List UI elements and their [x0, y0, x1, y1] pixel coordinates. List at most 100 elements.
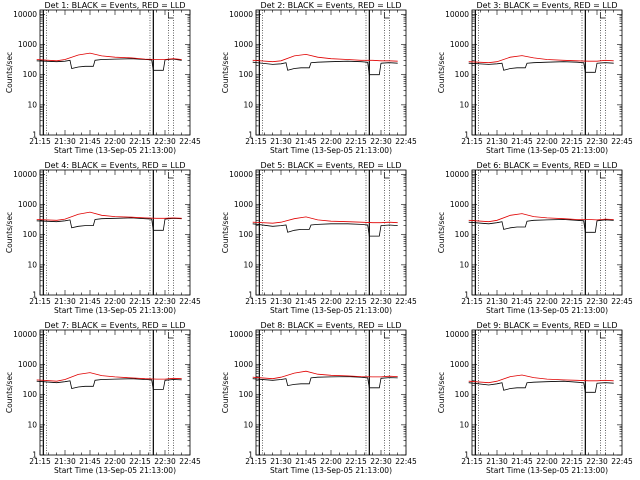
x-axis-label-6: Start Time (13-Sep-05 21:13:00) — [486, 306, 608, 315]
lld-series-line-3 — [468, 55, 614, 64]
y-tick-label: 1000 — [450, 40, 469, 49]
y-tick-label: 1 — [464, 451, 469, 460]
y-tick-label: 10 — [459, 260, 469, 269]
x-tick-label: 22:15 — [345, 297, 367, 306]
x-tick-label: 22:00 — [320, 297, 342, 306]
x-tick-label: 22:45 — [395, 297, 417, 306]
y-tick-label: 1000 — [450, 200, 469, 209]
interval-bracket-mark — [383, 12, 390, 19]
interval-bracket-mark — [383, 332, 390, 339]
events-series-line-3 — [468, 61, 614, 73]
detector-panel-6: 1 10 100 1000 10000 21:15 21:30 21:45 22:00 22:15… — [437, 161, 633, 315]
x-tick-label: 21:30 — [270, 457, 292, 466]
y-tick-label: 10000 — [445, 10, 469, 19]
x-tick-label: 22:00 — [104, 297, 126, 306]
interval-bracket-mark — [167, 172, 174, 179]
y-tick-label: 10000 — [229, 10, 253, 19]
lld-series-line-5 — [252, 216, 398, 224]
y-tick-label: 1000 — [234, 360, 253, 369]
y-axis-label-7: Counts/sec — [5, 372, 14, 413]
detector-panel-1: 1 10 100 1000 10000 21:15 21:30 21:45 22:00 22:15… — [5, 1, 201, 155]
y-tick-label: 10000 — [13, 330, 37, 339]
y-tick-label: 1000 — [450, 360, 469, 369]
y-axis-label-3: Counts/sec — [437, 52, 446, 93]
lld-series-line-7 — [36, 372, 182, 382]
x-axis-label-9: Start Time (13-Sep-05 21:13:00) — [486, 466, 608, 475]
panel-title-2: Det 2: BLACK = Events, RED = LLD — [261, 1, 402, 10]
x-tick-label: 21:45 — [511, 297, 533, 306]
x-tick-label: 22:00 — [104, 137, 126, 146]
x-tick-label: 21:15 — [29, 457, 51, 466]
x-tick-label: 22:30 — [370, 457, 392, 466]
y-axis-label-6: Counts/sec — [437, 212, 446, 253]
x-tick-label: 21:30 — [54, 297, 76, 306]
lld-series-line-1 — [36, 52, 182, 62]
x-tick-label: 22:15 — [129, 457, 151, 466]
events-series-line-8 — [252, 376, 398, 389]
y-tick-label: 100 — [455, 390, 470, 399]
y-tick-label: 100 — [455, 230, 470, 239]
plot-frame-1 — [39, 9, 191, 136]
y-tick-label: 10 — [459, 100, 469, 109]
x-tick-label: 22:45 — [611, 457, 633, 466]
lld-series-line-4 — [36, 211, 182, 221]
x-tick-label: 22:15 — [129, 137, 151, 146]
events-series-line-9 — [468, 380, 614, 393]
events-series-line-4 — [36, 217, 182, 231]
detector-panel-9: 1 10 100 1000 10000 21:15 21:30 21:45 22:00 22:15… — [437, 321, 633, 475]
y-axis-label-9: Counts/sec — [437, 372, 446, 413]
y-tick-label: 1 — [32, 451, 37, 460]
x-tick-label: 21:15 — [29, 137, 51, 146]
x-tick-label: 21:45 — [511, 457, 533, 466]
y-tick-label: 10 — [459, 420, 469, 429]
y-tick-label: 10 — [27, 420, 37, 429]
y-axis-label-8: Counts/sec — [221, 372, 230, 413]
events-series-line-7 — [36, 378, 182, 390]
x-tick-label: 22:30 — [154, 137, 176, 146]
x-tick-label: 22:00 — [320, 457, 342, 466]
detector-panel-2: 1 10 100 1000 10000 21:15 21:30 21:45 22:00 22:15… — [221, 1, 417, 155]
x-tick-label: 22:00 — [104, 457, 126, 466]
x-tick-label: 22:00 — [536, 457, 558, 466]
y-tick-label: 1000 — [18, 360, 37, 369]
detector-panel-5: 1 10 100 1000 10000 21:15 21:30 21:45 22:00 22:15… — [221, 161, 417, 315]
y-tick-label: 1 — [248, 131, 253, 140]
y-tick-label: 10000 — [229, 330, 253, 339]
y-tick-label: 10 — [243, 260, 253, 269]
events-series-line-1 — [36, 58, 182, 71]
x-axis-label-2: Start Time (13-Sep-05 21:13:00) — [270, 146, 392, 155]
y-tick-label: 1000 — [18, 40, 37, 49]
y-tick-label: 1 — [248, 291, 253, 300]
x-tick-label: 22:00 — [536, 137, 558, 146]
x-tick-label: 21:15 — [461, 457, 483, 466]
y-tick-label: 10 — [243, 420, 253, 429]
x-tick-label: 22:45 — [179, 137, 201, 146]
y-tick-label: 1 — [464, 291, 469, 300]
lld-series-line-9 — [468, 374, 614, 384]
plot-frame-7 — [39, 329, 191, 456]
x-tick-label: 21:30 — [486, 297, 508, 306]
interval-bracket-mark — [599, 12, 606, 19]
y-tick-label: 1000 — [18, 200, 37, 209]
detector-panel-4: 1 10 100 1000 10000 21:15 21:30 21:45 22:00 22:15… — [5, 161, 201, 315]
events-series-line-5 — [252, 223, 398, 237]
x-tick-label: 21:15 — [461, 297, 483, 306]
plot-frame-5 — [255, 169, 407, 296]
events-series-line-6 — [468, 219, 614, 233]
y-tick-label: 10000 — [445, 170, 469, 179]
x-tick-label: 21:30 — [54, 137, 76, 146]
y-axis-label-4: Counts/sec — [5, 212, 14, 253]
x-tick-label: 22:30 — [586, 137, 608, 146]
x-tick-label: 21:15 — [461, 137, 483, 146]
y-tick-label: 100 — [23, 230, 38, 239]
y-tick-label: 100 — [23, 70, 38, 79]
panel-title-4: Det 4: BLACK = Events, RED = LLD — [45, 161, 186, 170]
plot-frame-2 — [255, 9, 407, 136]
x-tick-label: 22:15 — [345, 137, 367, 146]
y-tick-label: 10 — [27, 100, 37, 109]
y-tick-label: 1 — [32, 291, 37, 300]
y-tick-label: 10000 — [13, 170, 37, 179]
plot-frame-6 — [471, 169, 623, 296]
x-tick-label: 22:45 — [611, 137, 633, 146]
detector-panel-7: 1 10 100 1000 10000 21:15 21:30 21:45 22:00 22:15… — [5, 321, 201, 475]
